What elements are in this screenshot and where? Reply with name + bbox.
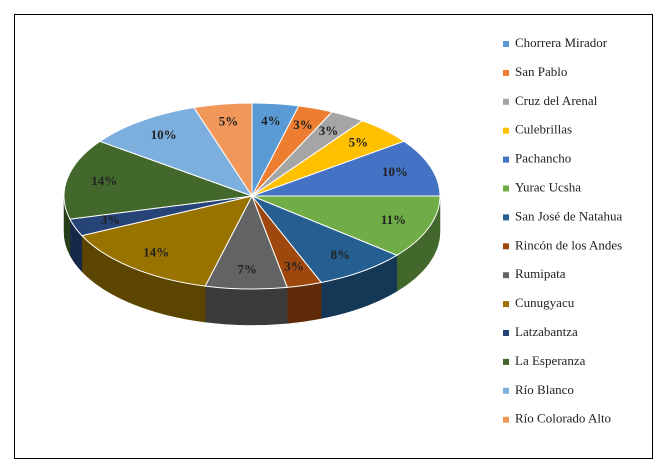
legend-swatch bbox=[503, 272, 509, 279]
data-label: 7% bbox=[238, 261, 258, 276]
legend-swatch bbox=[503, 156, 509, 163]
legend-swatch bbox=[503, 330, 509, 336]
legend-label: Río Blanco bbox=[515, 382, 574, 397]
data-label: 11% bbox=[381, 212, 406, 227]
legend-label: La Esperanza bbox=[515, 353, 586, 368]
legend-label: Culebrillas bbox=[515, 122, 572, 137]
legend-swatch bbox=[503, 243, 509, 250]
data-label: 10% bbox=[382, 164, 408, 179]
legend-label: Latzabantza bbox=[515, 324, 578, 339]
legend-label: Rumipata bbox=[515, 266, 566, 281]
slice bbox=[80, 195, 253, 287]
legend-label: Cruz del Arenal bbox=[515, 93, 598, 108]
data-label: 5% bbox=[349, 134, 369, 149]
legend-label: Río Colorado Alto bbox=[515, 411, 611, 426]
data-label: 10% bbox=[151, 127, 177, 142]
data-label: 3% bbox=[101, 212, 121, 227]
slice-side bbox=[286, 282, 322, 324]
data-label: 14% bbox=[91, 173, 117, 188]
legend-swatch bbox=[503, 41, 509, 47]
legend-swatch bbox=[503, 98, 509, 105]
data-label: 14% bbox=[143, 244, 169, 259]
slice-side bbox=[204, 285, 288, 326]
slice bbox=[63, 140, 253, 220]
legend-swatch bbox=[503, 127, 509, 134]
legend-label: Yurac Ucsha bbox=[515, 179, 581, 194]
legend-swatch bbox=[503, 214, 509, 221]
legend-label: Rincón de los Andes bbox=[515, 237, 622, 252]
legend-label: Cunugyacu bbox=[515, 295, 575, 310]
slice bbox=[193, 102, 253, 198]
data-label: 8% bbox=[331, 247, 351, 262]
slice bbox=[251, 140, 441, 197]
legend-swatch bbox=[503, 301, 509, 308]
data-label: 4% bbox=[261, 113, 281, 128]
legend-swatch bbox=[503, 358, 509, 365]
data-label: 3% bbox=[293, 117, 313, 132]
data-label: 3% bbox=[319, 123, 339, 138]
legend-swatch bbox=[503, 185, 509, 192]
slice bbox=[250, 194, 398, 284]
legend-swatch bbox=[503, 69, 509, 76]
legend-label: San Pablo bbox=[515, 64, 567, 79]
slice bbox=[251, 195, 441, 256]
legend-label: San José de Natahua bbox=[515, 208, 622, 223]
legend-swatch bbox=[503, 416, 509, 423]
slice bbox=[98, 107, 254, 197]
legend-swatch bbox=[503, 387, 509, 394]
data-label: 5% bbox=[219, 114, 239, 129]
legend-label: Chorrera Mirador bbox=[515, 35, 608, 50]
data-label: 3% bbox=[284, 258, 304, 273]
legend-label: Pachancho bbox=[515, 151, 571, 166]
